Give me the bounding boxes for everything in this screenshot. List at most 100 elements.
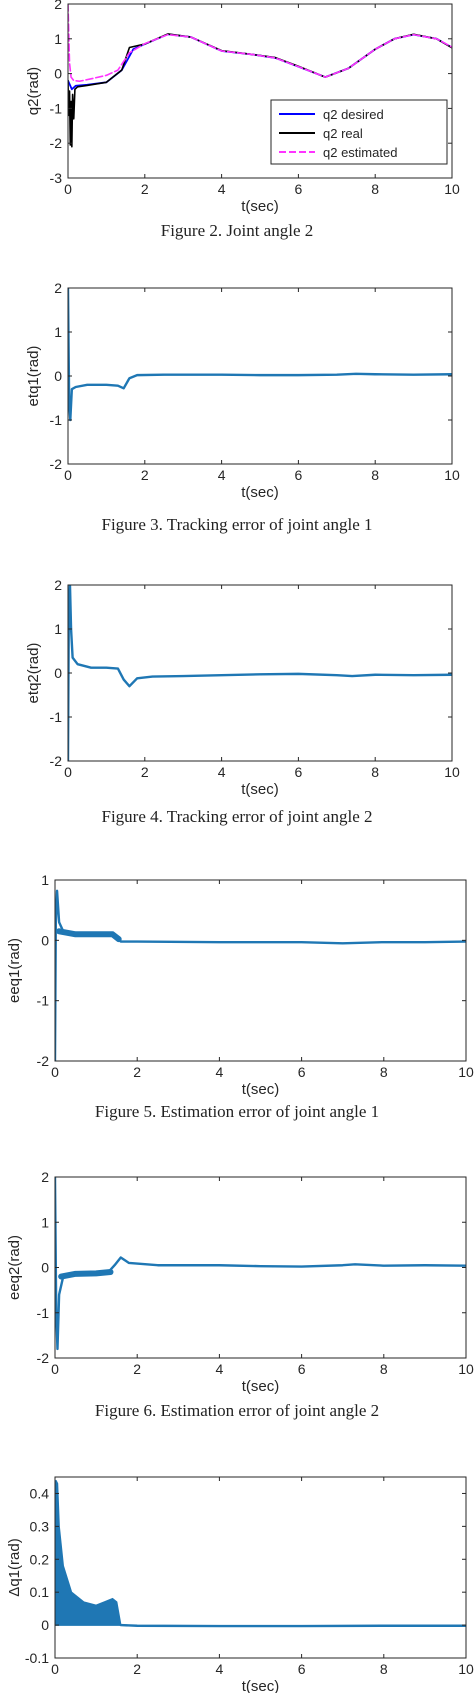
plot-area [68, 585, 452, 761]
x-tick-label: 2 [133, 1661, 141, 1677]
x-tick-label: 2 [141, 181, 149, 197]
y-tick-label: -2 [50, 456, 63, 472]
y-tick-label: 0 [41, 932, 49, 948]
y-tick-label: -1 [37, 993, 50, 1009]
plot-area [55, 1477, 466, 1658]
x-tick-label: 6 [298, 1361, 306, 1377]
y-tick-label: 1 [54, 621, 62, 637]
legend-entry: q2 desired [323, 107, 384, 122]
x-tick-label: 10 [458, 1064, 474, 1080]
x-tick-label: 8 [371, 764, 379, 780]
y-tick-label: -1 [37, 1305, 50, 1321]
y-tick-label: -2 [50, 135, 63, 151]
x-tick-label: 0 [64, 764, 72, 780]
plot-frame [54, 879, 467, 1062]
x-tick-label: 10 [444, 181, 460, 197]
series-line [119, 1623, 466, 1628]
series-noise-band [56, 928, 122, 943]
x-tick-label: 0 [51, 1361, 59, 1377]
y-tick-label: -2 [37, 1350, 50, 1366]
x-tick-label: 10 [458, 1361, 474, 1377]
y-tick-label: 2 [54, 577, 62, 593]
x-tick-label: 8 [371, 467, 379, 483]
y-tick-label: -1 [50, 709, 63, 725]
x-tick-label: 4 [218, 181, 226, 197]
figure-caption: Figure 3. Tracking error of joint angle … [101, 515, 372, 534]
figure-caption: Figure 2. Joint angle 2 [161, 221, 314, 240]
y-tick-label: -1 [50, 100, 63, 116]
x-tick-label: 8 [371, 181, 379, 197]
legend-entry: q2 real [323, 126, 363, 141]
y-tick-label: -1 [50, 412, 63, 428]
x-tick-label: 6 [298, 1661, 306, 1677]
y-tick-label: 0.2 [30, 1551, 50, 1567]
y-tick-label: 1 [54, 31, 62, 47]
y-tick-label: 1 [41, 1214, 49, 1230]
x-tick-label: 0 [64, 467, 72, 483]
plot-area [55, 880, 466, 1061]
series-group [68, 4, 452, 148]
y-tick-label: 1 [41, 872, 49, 888]
y-tick-label: -2 [37, 1053, 50, 1069]
series-group [55, 1479, 466, 1628]
y-tick-label: 0.3 [30, 1518, 50, 1534]
x-tick-label: 10 [458, 1661, 474, 1677]
x-tick-label: 4 [218, 467, 226, 483]
x-tick-label: 6 [298, 1064, 306, 1080]
y-tick-label: 2 [54, 280, 62, 296]
x-axis-label: t(sec) [241, 198, 279, 215]
x-tick-label: 2 [133, 1361, 141, 1377]
y-axis-label: q2(rad) [25, 67, 42, 115]
x-axis-label: t(sec) [241, 484, 279, 501]
x-axis-label: t(sec) [242, 1378, 280, 1395]
y-tick-label: 0 [54, 665, 62, 681]
figure-caption: Figure 4. Tracking error of joint angle … [101, 807, 372, 826]
y-tick-label: 2 [41, 1169, 49, 1185]
x-axis-label: t(sec) [242, 1081, 280, 1098]
series-group [68, 585, 452, 761]
y-tick-label: 0 [41, 1617, 49, 1633]
x-tick-label: 10 [444, 467, 460, 483]
series-group [68, 288, 452, 422]
x-tick-label: 6 [295, 181, 303, 197]
legend-entry: q2 estimated [323, 145, 397, 160]
x-tick-label: 4 [216, 1361, 224, 1377]
chart-6: 0 2 4 6 8 10-0.100.10.20.30.4t(sec)Δq1(rad) [6, 1476, 474, 1695]
series-group [55, 1177, 466, 1351]
y-tick-label: 0.4 [30, 1485, 50, 1501]
chart-5: 0 2 4 6 8 10 -2 -1 0 1 2 t(sec) eeq2(rad) Figure 6. E… [6, 1169, 474, 1420]
series-line [68, 585, 452, 761]
figure-caption: Figure 6. Estimation error of joint angl… [95, 1401, 379, 1420]
chart-2: 0 2 4 6 8 10 -2 -1 0 1 2 t(sec) etq1(rad) Figure 3. T… [25, 280, 460, 534]
x-tick-label: 2 [141, 467, 149, 483]
x-axis-label: t(sec) [241, 781, 279, 798]
plot-area [55, 1177, 466, 1358]
x-tick-label: 0 [51, 1661, 59, 1677]
legend: q2 desired q2 real q2 estimated [270, 99, 448, 165]
x-axis-label: t(sec) [242, 1678, 280, 1693]
figure-caption: Figure 5. Estimation error of joint angl… [95, 1102, 379, 1121]
y-axis-label: etq2(rad) [25, 643, 42, 704]
series-group [55, 889, 466, 1061]
y-axis-label: Δq1(rad) [6, 1538, 23, 1596]
x-tick-label: 4 [216, 1661, 224, 1677]
y-tick-label: 0 [54, 66, 62, 82]
chart-4: 0 2 4 6 8 10 -2 -1 0 1 t(sec) eeq1(rad) Figure 5. Es… [6, 872, 474, 1121]
plot-frame [54, 1476, 467, 1659]
x-tick-label: 6 [295, 467, 303, 483]
x-tick-label: 6 [295, 764, 303, 780]
x-tick-label: 0 [51, 1064, 59, 1080]
chart-3: 0 2 4 6 8 10 -2 -1 0 1 2 t(sec) etq2(rad) Figure 4. T… [25, 577, 460, 826]
x-tick-label: 2 [141, 764, 149, 780]
series-line-q2-estimated [68, 4, 452, 83]
x-tick-label: 2 [133, 1064, 141, 1080]
y-tick-label: -0.1 [25, 1650, 49, 1666]
y-axis-label: eeq1(rad) [6, 938, 23, 1003]
y-tick-label: 2 [54, 0, 62, 12]
y-tick-label: 0 [54, 368, 62, 384]
series-noise-band [58, 1269, 114, 1280]
x-tick-label: 10 [444, 764, 460, 780]
x-tick-label: 4 [218, 764, 226, 780]
